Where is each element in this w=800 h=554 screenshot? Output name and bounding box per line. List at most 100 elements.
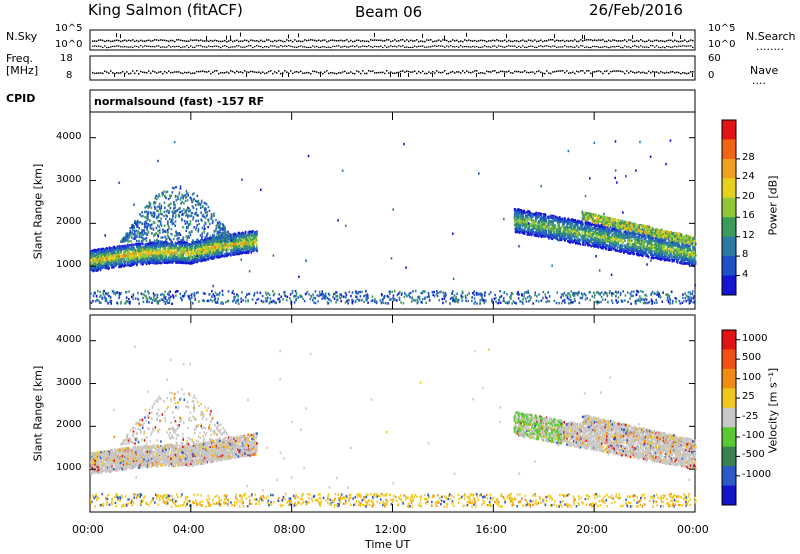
nsky-mark [364, 41, 366, 43]
echo-cell [163, 230, 165, 232]
freq-mark [436, 70, 438, 72]
echo-cell [168, 211, 170, 213]
echo-cell [98, 263, 100, 265]
nsky-mark [334, 40, 336, 42]
nsky-mark [470, 40, 472, 42]
freq-mark [670, 71, 672, 73]
echo-cell [106, 255, 108, 257]
echo-cell [176, 243, 178, 245]
nsky-mark [138, 41, 140, 43]
nsearch-mark [376, 46, 378, 47]
freq-mark [434, 72, 436, 74]
nsearch-mark [384, 45, 386, 46]
nsky-mark [348, 41, 350, 43]
nsearch-mark [536, 47, 538, 48]
echo-cell [100, 248, 102, 250]
nsky-mark [594, 39, 596, 41]
echo-cell [141, 215, 143, 217]
freq-mark [176, 71, 178, 73]
echo-cell [684, 262, 686, 264]
freq-mark [680, 73, 682, 75]
echo-cell [232, 252, 234, 254]
nsearch-mark [116, 45, 118, 46]
nsearch-mark [174, 46, 176, 47]
echo-cell [109, 247, 111, 249]
freq-mark [480, 72, 482, 74]
echo-cell [155, 197, 157, 199]
nsearch-mark [208, 45, 210, 46]
echo-cell [159, 207, 161, 209]
freq-mark [254, 71, 256, 73]
nsky-mark [634, 41, 636, 43]
echo-cell [204, 255, 206, 257]
echo-cell [190, 255, 192, 257]
echo-cell [132, 257, 134, 259]
nsearch-mark [334, 46, 336, 47]
nsky-mark [298, 40, 300, 42]
freq-mark [264, 73, 266, 75]
echo-cell [171, 233, 173, 235]
echo-cell [133, 233, 135, 235]
echo-cell [178, 255, 180, 257]
echo-cell [208, 220, 210, 222]
nsearch-mark [664, 47, 666, 48]
freq-mark [270, 70, 272, 72]
nsearch-mark [226, 46, 228, 47]
freq-mark [110, 70, 112, 72]
nsky-spike [206, 36, 207, 40]
nsky-mark [238, 41, 240, 43]
nsky-spike [120, 34, 121, 38]
freq-mark [470, 72, 472, 74]
echo-cell [217, 222, 219, 224]
echo-cell [139, 233, 141, 235]
echo-cell [101, 250, 103, 252]
freq-mark [610, 71, 612, 73]
echo-cell [149, 259, 151, 261]
freq-mark [604, 71, 606, 73]
echo-cell [224, 254, 226, 256]
nsearch-mark [550, 46, 552, 47]
freq-mark [362, 70, 364, 72]
echo-cell [154, 222, 156, 224]
nsky-mark [540, 39, 542, 41]
echo-cell [143, 229, 145, 231]
echo-cell [153, 243, 155, 245]
echo-cell [124, 262, 126, 264]
freq-mark [190, 73, 192, 75]
nsky-mark [246, 40, 248, 42]
nsky-mark [564, 41, 566, 43]
echo-cell [189, 262, 191, 264]
nsearch-mark [358, 46, 360, 47]
echo-cell [144, 206, 146, 208]
echo-cell [194, 253, 196, 255]
freq-mark [494, 70, 496, 72]
echo-cell [118, 246, 120, 248]
echo-cell [159, 232, 161, 234]
echo-cell [186, 193, 188, 195]
freq-mark [438, 72, 440, 74]
nsky-mark [140, 40, 142, 42]
nsearch-mark [362, 45, 364, 46]
freq-mark [164, 71, 166, 73]
echo-cell [176, 247, 178, 249]
echo-cell [203, 231, 205, 233]
nsky-mark [222, 41, 224, 43]
freq-mark [226, 71, 228, 73]
freq-mark [596, 71, 598, 73]
echo-cell [242, 239, 244, 241]
nsearch-mark [324, 46, 326, 47]
nsky-mark [544, 40, 546, 42]
echo-cell [170, 257, 172, 259]
echo-cell [233, 245, 235, 247]
echo-cell [120, 258, 122, 260]
nsearch-mark [668, 46, 670, 47]
freq-spike [246, 73, 247, 77]
echo-cell [204, 208, 206, 210]
nsearch-mark [686, 46, 688, 47]
echo-cell [227, 231, 229, 233]
echo-cell [126, 248, 128, 250]
echo-cell [242, 233, 244, 235]
echo-cell [204, 252, 206, 254]
nsky-mark [120, 41, 122, 43]
freq-mark [526, 72, 528, 74]
